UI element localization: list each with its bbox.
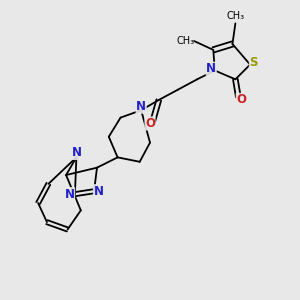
Text: CH₃: CH₃ (176, 36, 194, 46)
Text: CH₃: CH₃ (226, 11, 244, 21)
Text: N: N (136, 100, 146, 113)
Text: N: N (94, 185, 103, 198)
Text: N: N (64, 188, 75, 201)
Text: O: O (236, 93, 246, 106)
Text: O: O (145, 117, 155, 130)
Text: S: S (249, 56, 258, 69)
Text: N: N (206, 62, 216, 75)
Text: N: N (71, 146, 81, 159)
